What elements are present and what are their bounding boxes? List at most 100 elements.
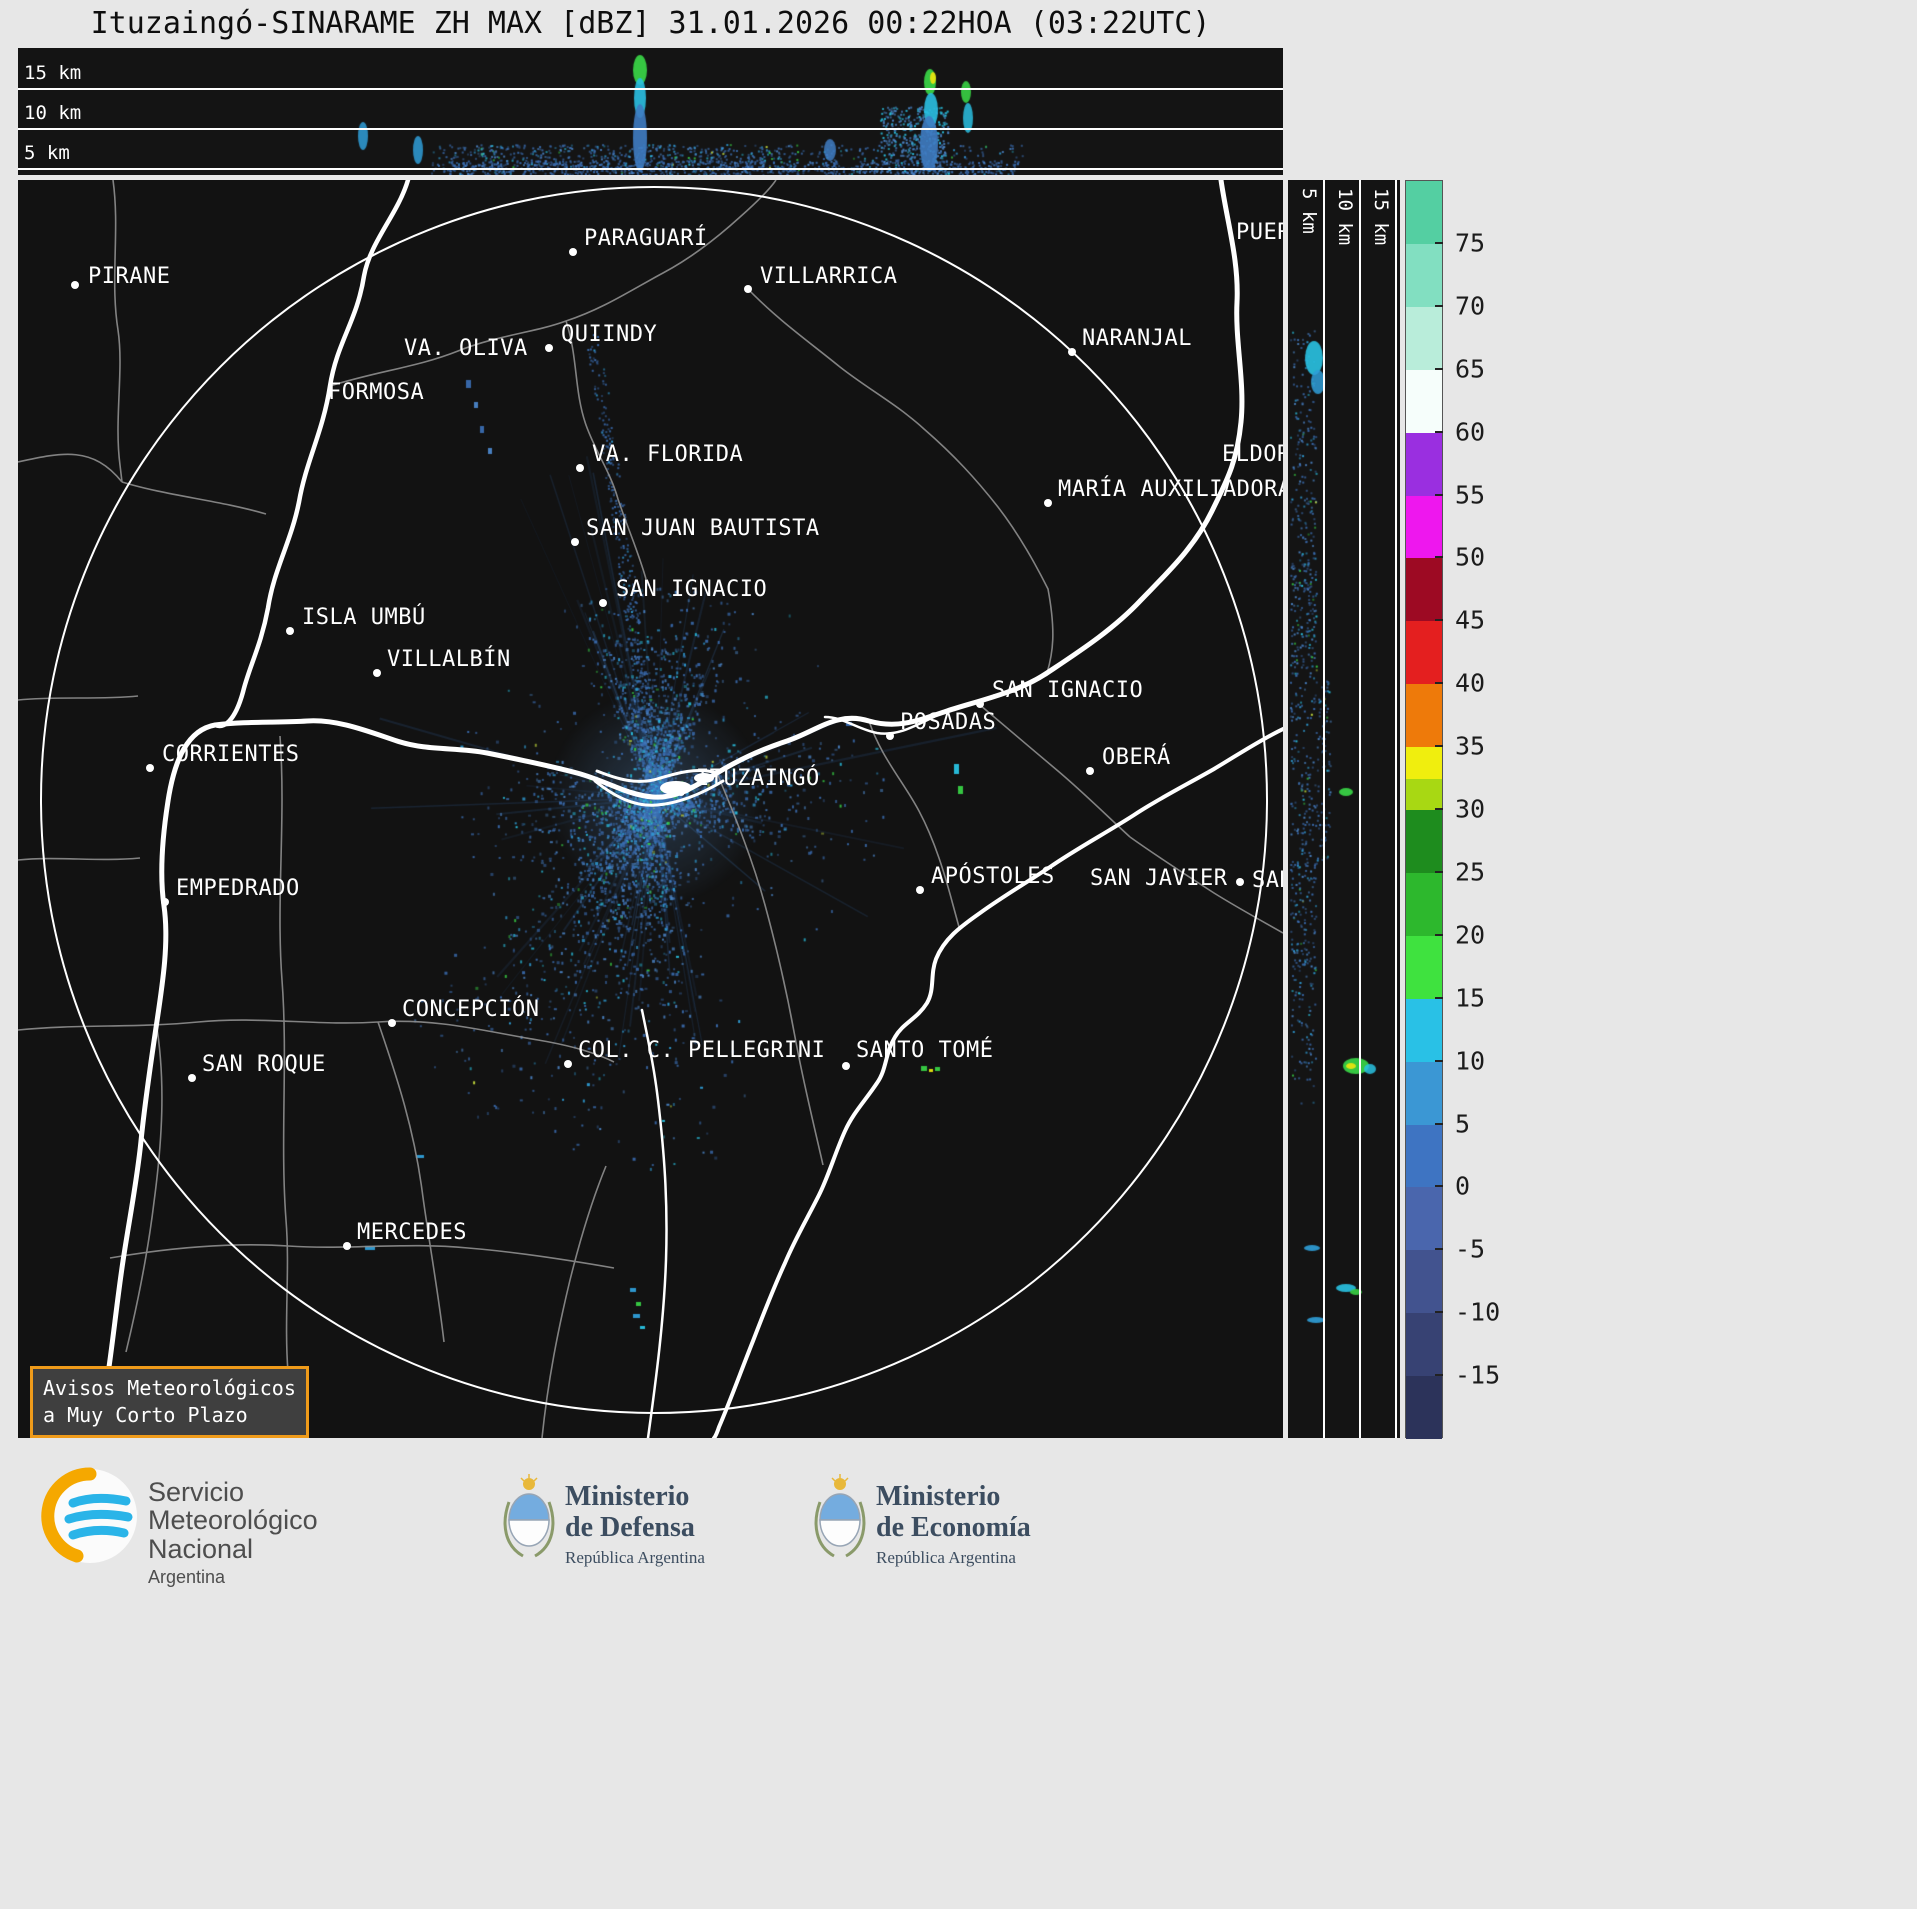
economia-coat-of-arms-icon xyxy=(814,1474,866,1558)
colorbar-tickmark xyxy=(1435,619,1443,622)
colorbar-tick-label: 35 xyxy=(1455,731,1486,761)
city-label: COL. C. PELLEGRINI xyxy=(578,1038,826,1063)
smn-wordmark: Servicio Meteorológico Nacional Argentin… xyxy=(148,1478,318,1587)
city-label: SAN IGNACIO xyxy=(992,678,1144,703)
city-label: SAN ROQUE xyxy=(202,1052,326,1077)
colorbar-band xyxy=(1406,1061,1442,1125)
radar-range-ring xyxy=(40,186,1268,1414)
city-label: VA. FLORIDA xyxy=(592,442,744,467)
city-label: SAN xyxy=(1252,868,1283,893)
altitude-line-10km xyxy=(18,128,1283,130)
colorbar-tickmark xyxy=(1435,1248,1443,1251)
city-label: VILLARRICA xyxy=(760,264,898,289)
colorbar-band xyxy=(1406,778,1442,811)
colorbar-tickmark xyxy=(1435,304,1443,307)
economia-line: Ministerio xyxy=(876,1481,1001,1512)
city-dot xyxy=(146,764,154,772)
city-layer: PIRANE PARAGUARÍ VILLARRICA QUIINDY VA. OLIV… xyxy=(18,180,1283,1438)
city-dot xyxy=(744,285,752,293)
smn-country: Argentina xyxy=(148,1567,226,1588)
city-label: CONCEPCIÓN xyxy=(402,997,540,1022)
city-dot xyxy=(886,732,894,740)
city-dot xyxy=(1068,348,1076,356)
page-title: Ituzaingó-SINARAME ZH MAX [dBZ] 31.01.20… xyxy=(90,6,1211,41)
colorbar-tickmark xyxy=(1435,556,1443,559)
defensa-line: de Defensa xyxy=(565,1511,695,1543)
city-label: NARANJAL xyxy=(1082,326,1192,351)
city-dot xyxy=(1086,767,1094,775)
colorbar-band xyxy=(1406,1124,1442,1188)
city-dot xyxy=(976,700,984,708)
altitude-line-10km xyxy=(1359,180,1361,1438)
city-dot xyxy=(677,788,685,796)
colorbar-tickmark xyxy=(1435,996,1443,999)
colorbar-band xyxy=(1406,181,1442,245)
altitude-line-5km xyxy=(18,168,1283,170)
colorbar-band xyxy=(1406,243,1442,308)
colorbar-tick-label: 10 xyxy=(1455,1046,1486,1076)
altitude-label: 10 km xyxy=(24,102,82,124)
map-geography xyxy=(18,180,1283,1438)
city-dot xyxy=(161,898,169,906)
city-dot xyxy=(599,599,607,607)
city-label: SAN IGNACIO xyxy=(616,577,768,602)
advisory-badge[interactable]: Avisos Meteorológicos a Muy Corto Plazo xyxy=(30,1366,309,1438)
city-dot xyxy=(545,344,553,352)
colorbar-tick-label: 30 xyxy=(1455,794,1486,824)
colorbar-band xyxy=(1406,935,1442,1000)
defensa-line: Ministerio xyxy=(565,1481,690,1512)
colorbar-tickmark xyxy=(1435,682,1443,685)
city-dot xyxy=(1044,499,1052,507)
smn-logo-icon xyxy=(41,1467,137,1563)
colorbar-tickmark xyxy=(1435,745,1443,748)
city-label: VA. OLIVA xyxy=(404,336,528,361)
city-label: SANTO TOMÉ xyxy=(856,1038,994,1063)
colorbar-band xyxy=(1406,1313,1442,1377)
admin-boundaries xyxy=(18,180,1283,1438)
top-cross-section: 15 km 10 km 5 km xyxy=(18,48,1283,175)
city-label: PIRANE xyxy=(88,264,171,289)
colorbar-tickmark xyxy=(1435,367,1443,370)
colorbar-tickmark xyxy=(1435,493,1443,496)
city-label: POSADAS xyxy=(900,710,997,735)
city-dot xyxy=(916,886,924,894)
city-dot xyxy=(343,1242,351,1250)
smn-line: Nacional xyxy=(148,1533,254,1564)
colorbar-tick-label: 0 xyxy=(1455,1171,1471,1201)
city-label: VILLALBÍN xyxy=(387,647,511,672)
colorbar-tickmark xyxy=(1435,870,1443,873)
colorbar-band xyxy=(1406,432,1442,496)
altitude-label: 15 km xyxy=(1370,188,1392,246)
colorbar-gradient xyxy=(1405,180,1443,1440)
colorbar-tickmark xyxy=(1435,430,1443,433)
colorbar-band xyxy=(1406,306,1442,371)
altitude-label: 15 km xyxy=(24,62,82,84)
city-dot xyxy=(576,464,584,472)
colorbar-band xyxy=(1406,684,1442,748)
colorbar-tick-label: 15 xyxy=(1455,983,1486,1013)
colorbar-tick-label: 45 xyxy=(1455,605,1486,635)
colorbar-tick-label: 20 xyxy=(1455,920,1486,950)
city-label: ITUZAINGÓ xyxy=(696,766,820,791)
city-dot xyxy=(564,1060,572,1068)
city-dot xyxy=(188,1074,196,1082)
altitude-line-15km xyxy=(1395,180,1397,1438)
colorbar-tickmark xyxy=(1435,808,1443,810)
colorbar-band xyxy=(1406,495,1442,559)
colorbar-band xyxy=(1406,810,1442,874)
colorbar-tick-label: 25 xyxy=(1455,857,1486,887)
city-label: CORRIENTES xyxy=(162,742,300,767)
radar-map: PIRANE PARAGUARÍ VILLARRICA QUIINDY VA. OLIV… xyxy=(18,180,1283,1438)
colorbar-band xyxy=(1406,621,1442,685)
smn-line: Servicio xyxy=(148,1477,245,1507)
city-dot xyxy=(1236,878,1244,886)
city-dot xyxy=(842,1062,850,1070)
colorbar-tickmark xyxy=(1435,1122,1443,1125)
top-echoes-canvas xyxy=(18,48,1283,175)
altitude-label: 5 km xyxy=(24,142,70,164)
city-label: PUER xyxy=(1236,220,1283,245)
city-label: ELDOR xyxy=(1222,442,1283,467)
defensa-wordmark: Ministerio de Defensa República Argentin… xyxy=(565,1481,705,1568)
city-label: MARÍA AUXILIADORA xyxy=(1058,477,1283,502)
